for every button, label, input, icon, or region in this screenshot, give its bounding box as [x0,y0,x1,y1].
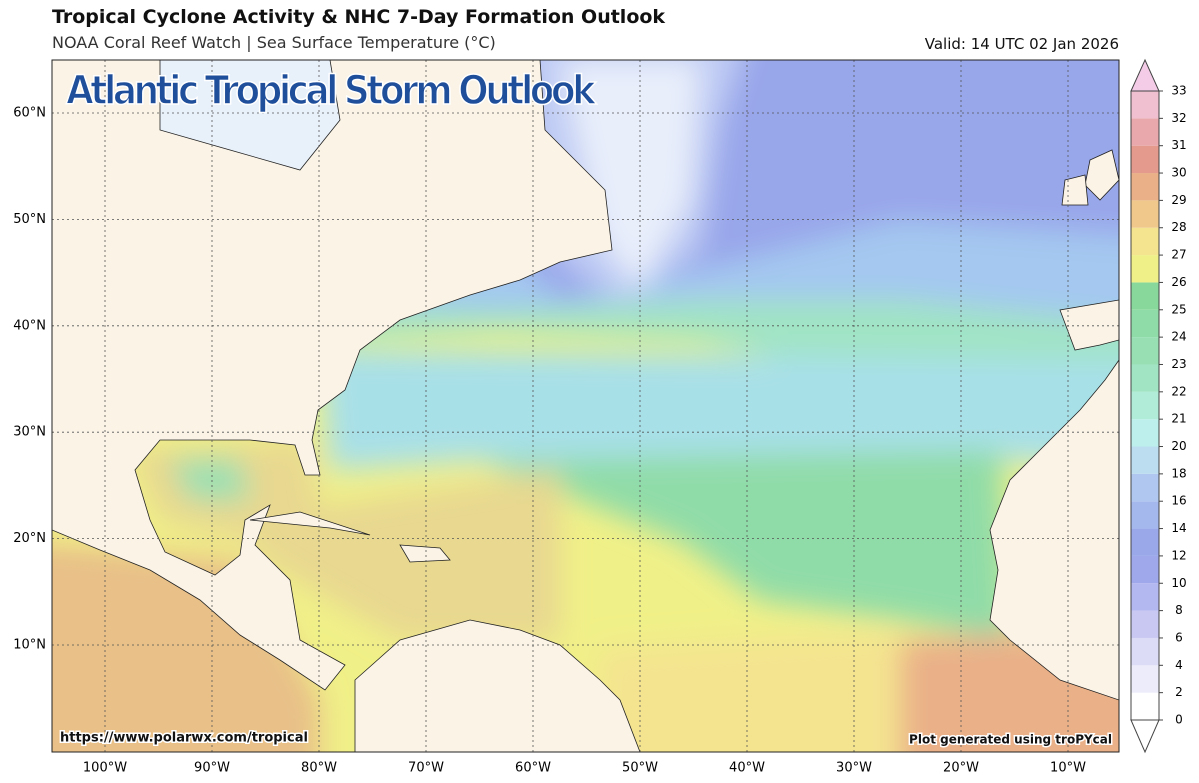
colorbar-segment [1131,282,1159,310]
colorbar-segment [1131,446,1159,474]
colorbar-segment [1131,391,1159,420]
lat-label: 20°N [13,531,46,546]
colorbar-tick-label: 10 [1171,576,1186,590]
colorbar-segment [1131,227,1159,256]
colorbar-over [1130,58,1160,92]
lon-label: 50°W [622,761,658,776]
lon-label: 30°W [836,761,872,776]
lon-label: 100°W [83,761,127,776]
colorbar-segment [1131,692,1159,720]
colorbar-segment [1131,555,1159,584]
lon-label: 80°W [301,761,337,776]
colorbar-segment [1131,337,1159,365]
colorbar-segment [1131,145,1159,174]
lat-label: 60°N [13,106,46,121]
colorbar-tick-label: 27 [1171,248,1186,262]
colorbar-tick-label: 23 [1171,357,1186,371]
colorbar-tick-label: 30 [1171,166,1186,180]
colorbar-tick-label: 14 [1171,521,1186,535]
hudson-bay [159,60,341,171]
colorbar-tick-label: 12 [1171,548,1186,562]
lon-label: 70°W [408,761,444,776]
colorbar-segment [1131,501,1159,529]
lat-label: 40°N [13,318,46,333]
lat-label: 10°N [13,638,46,653]
colorbar-segment [1131,610,1159,638]
title: Tropical Cyclone Activity & NHC 7-Day Fo… [52,6,666,28]
valid-time: Valid: 14 UTC 02 Jan 2026 [924,35,1119,53]
colorbar-tick-label: 2 [1175,685,1183,699]
colorbar-segment [1131,118,1159,146]
colorbar-tick-label: 24 [1171,330,1186,344]
colorbar-under [1130,719,1160,754]
colorbar-segment [1131,665,1159,693]
lat-label: 30°N [13,425,46,440]
colorbar-tick-label: 25 [1171,302,1186,316]
colorbar-tick-label: 8 [1175,603,1183,617]
colorbar-segment [1131,309,1159,338]
colorbar-tick-label: 4 [1175,658,1183,672]
colorbar-tick-label: 26 [1171,275,1186,289]
colorbar-tick-label: 29 [1171,193,1186,207]
lat-label: 50°N [13,212,46,227]
source-url: https://www.polarwx.com/tropical [60,731,308,746]
colorbar-segment [1131,173,1159,201]
colorbar-tick-label: 18 [1171,466,1186,480]
colorbar-segment [1131,91,1159,119]
lon-label: 10°W [1050,761,1086,776]
lon-label: 60°W [515,761,551,776]
colorbar-segment [1131,583,1159,611]
overlay-title: Atlantic Tropical Storm Outlook [66,68,597,114]
colorbar-tick-label: 31 [1171,138,1186,152]
colorbar-tick-label: 20 [1171,439,1186,453]
lon-label: 20°W [943,761,979,776]
land [52,60,1119,752]
colorbar-segment [1131,255,1159,283]
lon-label: 90°W [194,761,230,776]
colorbar-segment [1131,200,1159,228]
colorbar-tick-label: 22 [1171,384,1186,398]
colorbar-segment [1131,637,1159,666]
colorbar-segment [1131,528,1159,556]
lon-label: 40°W [729,761,765,776]
map-frame [51,59,1120,753]
graticule [52,60,1119,752]
colorbar-tick-label: 32 [1171,111,1186,125]
colorbar-tick-label: 16 [1171,494,1186,508]
credit: Plot generated using troPYcal [909,733,1112,747]
colorbar-segment [1131,473,1159,502]
colorbar: 0246810121416182021222324252627282930313… [1130,58,1187,754]
colorbar-tick-label: 28 [1171,220,1186,234]
colorbar-tick-label: 21 [1171,412,1186,426]
colorbar-tick-label: 0 [1175,713,1183,727]
colorbar-segment [1131,364,1159,392]
colorbar-tick-label: 6 [1175,630,1183,644]
colorbar-tick-label: 33 [1171,84,1186,98]
colorbar-frame [1130,90,1160,721]
colorbar-segment [1131,419,1159,447]
subtitle: NOAA Coral Reef Watch | Sea Surface Temp… [52,33,496,52]
